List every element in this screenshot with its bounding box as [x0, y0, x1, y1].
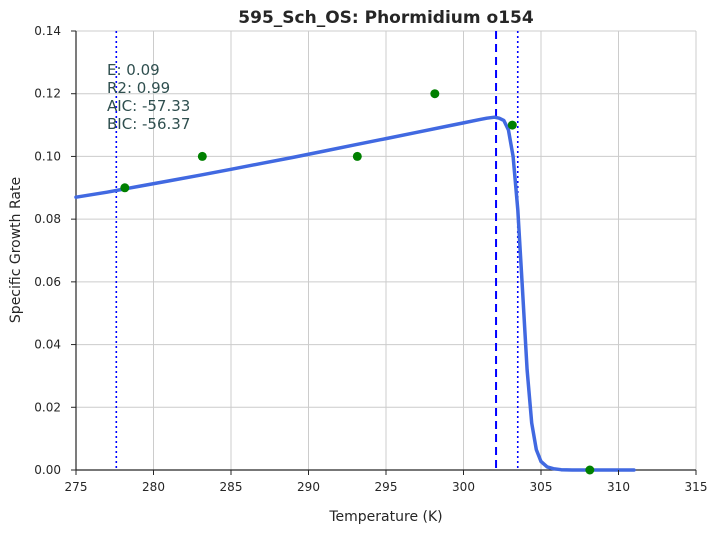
reference-lines [115, 31, 519, 470]
fit-curve-layer [74, 115, 636, 472]
y-tick-label: 0.04 [34, 338, 61, 352]
stat-aic: AIC: -57.33 [107, 97, 190, 115]
stat-e: E: 0.09 [107, 61, 160, 79]
y-tick-label: 0.14 [34, 24, 61, 38]
x-tick-label: 305 [530, 480, 553, 494]
fit-curve [74, 115, 636, 472]
x-axis-title: Temperature (K) [328, 509, 442, 525]
stat-r2: R2: 0.99 [107, 79, 170, 97]
data-point [507, 120, 517, 130]
x-tick-label: 275 [65, 480, 88, 494]
data-point [352, 151, 362, 161]
x-tick-label: 315 [685, 480, 708, 494]
tick-labels: 275 280 285 290 295 300 305 310 315 0.00 0.02 0.04 0… [34, 24, 707, 494]
x-tick-label: 295 [375, 480, 398, 494]
y-tick-label: 0.00 [34, 463, 61, 477]
y-tick-label: 0.10 [34, 149, 61, 163]
chart-title: 595_Sch_OS: Phormidium o154 [238, 8, 534, 28]
data-point [197, 151, 207, 161]
y-tick-label: 0.06 [34, 275, 61, 289]
x-tick-label: 300 [452, 480, 475, 494]
y-tick-label: 0.08 [34, 212, 61, 226]
data-point [120, 183, 130, 193]
stat-bic: BIC: -56.37 [107, 115, 190, 133]
y-tick-label: 0.02 [34, 400, 61, 414]
y-tick-label: 0.12 [34, 87, 61, 101]
x-tick-label: 310 [607, 480, 630, 494]
x-tick-label: 285 [220, 480, 243, 494]
data-point [430, 89, 440, 99]
x-tick-label: 280 [142, 480, 165, 494]
data-point [585, 465, 595, 475]
y-axis-title: Specific Growth Rate [8, 177, 24, 323]
x-tick-label: 290 [297, 480, 320, 494]
data-points [120, 89, 595, 475]
